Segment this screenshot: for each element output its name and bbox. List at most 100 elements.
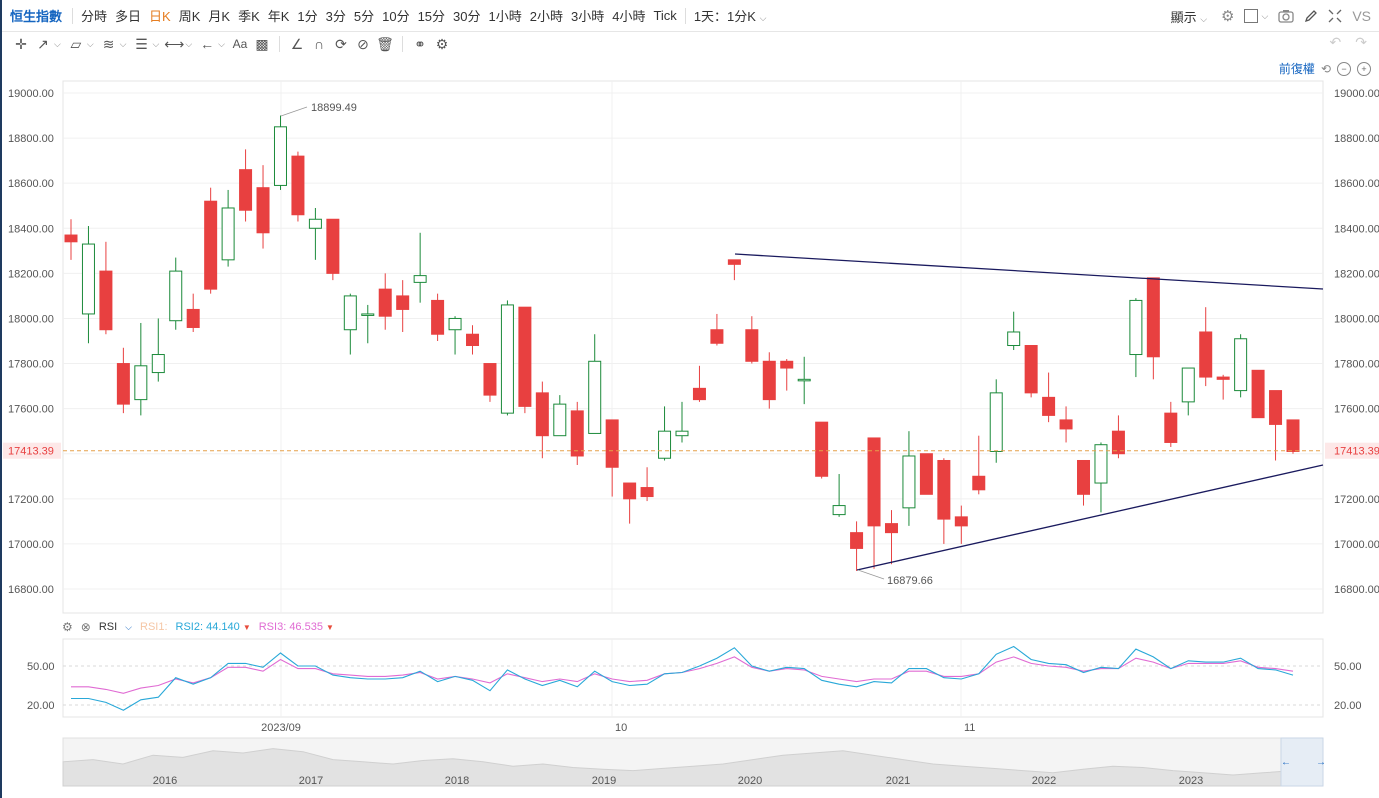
overview-year-label: 2019 [592, 775, 616, 787]
pencil-icon[interactable] [1304, 9, 1318, 23]
layout-dropdown[interactable]: ⌵ [1244, 9, 1268, 23]
measure-tool-icon[interactable]: ⟷ [164, 35, 185, 52]
y-tick-label: 17400.00 [8, 449, 54, 461]
angle-icon[interactable]: ∠ [290, 35, 304, 52]
trendline-lower [856, 464, 1324, 571]
fibonacci-tool-icon[interactable]: ☰ [135, 35, 148, 52]
chevron-down-icon[interactable]: ⌵ [125, 621, 132, 632]
period-tab[interactable]: 10分 [382, 9, 410, 24]
arrow-down-icon: ▼ [242, 623, 251, 632]
rsi2-label: RSI2: 44.140 ▼ [176, 621, 251, 633]
candle-down [692, 387, 706, 401]
interval-dropdown[interactable]: 1天：1分K ⌵ [690, 6, 771, 25]
channel-tool-icon[interactable]: ▱ [70, 35, 82, 52]
period-tab[interactable]: Tick [653, 8, 677, 23]
candle-down [1286, 419, 1300, 452]
move-crosshair-icon[interactable]: ✛ [15, 35, 27, 52]
camera-icon[interactable] [1278, 9, 1294, 23]
line-tool-icon[interactable]: ↗ [37, 35, 49, 52]
chevron-down-icon[interactable]: ⌵ [54, 38, 61, 49]
toolbar-divider [684, 7, 686, 24]
rsi3-value: 46.535 [289, 621, 323, 633]
period-tab[interactable]: 月K [208, 9, 231, 24]
settings-icon[interactable]: ⚙ [435, 35, 449, 52]
sync-icon[interactable]: ⟳ [335, 35, 347, 52]
chevron-down-icon[interactable]: ⌵ [119, 38, 127, 49]
period-tab[interactable]: 4小時 [612, 9, 646, 24]
low-price-annotation: 16879.66 [887, 575, 933, 587]
zoom-in-icon[interactable]: + [1357, 61, 1371, 76]
candle-up [989, 392, 1003, 452]
period-tab[interactable]: 30分 [453, 9, 481, 24]
y-tick-label: 18000.00 [8, 313, 54, 325]
y-tick-label: 18400.00 [1334, 223, 1379, 235]
candle-up [588, 360, 602, 434]
period-tab-active[interactable]: 日K [149, 9, 171, 24]
pattern-tool-icon[interactable]: ≋ [102, 35, 115, 52]
vs-compare-button[interactable]: VS [1352, 8, 1371, 24]
candle-down [396, 295, 410, 310]
candle-down [762, 360, 776, 401]
candle-down [1216, 376, 1230, 380]
overview-year-label: 2023 [1179, 775, 1203, 787]
high-annotation-leader [280, 106, 308, 117]
chevron-down-icon[interactable]: ⌵ [218, 38, 225, 49]
rsi-indicator-name[interactable]: RSI [98, 621, 118, 633]
rsi3-label: RSI3: 46.535 ▼ [259, 621, 334, 633]
chart-grid [62, 80, 1324, 614]
period-tab[interactable]: 年K [267, 9, 290, 24]
period-tab[interactable]: 5分 [353, 9, 375, 24]
period-tab[interactable]: 2小時 [529, 9, 563, 24]
chevron-down-icon: ⌵ [759, 13, 767, 23]
redo-icon[interactable]: ↷ [1355, 34, 1367, 50]
rsi-tick-label: 50.00 [27, 661, 55, 673]
candle-up [553, 403, 567, 437]
overview-year-label: 2021 [886, 775, 910, 787]
period-tab[interactable]: 季K [238, 9, 260, 24]
gear-icon[interactable]: ⚙ [1221, 8, 1235, 25]
arrow-tool-icon[interactable]: ← [200, 36, 215, 52]
arrow-down-icon: ▼ [326, 623, 334, 632]
comment-icon[interactable]: ▩ [255, 35, 269, 52]
period-tab[interactable]: 1分 [297, 9, 318, 24]
candle-down [1042, 396, 1056, 416]
link-icon[interactable]: ⚭ [414, 35, 426, 52]
chevron-down-icon[interactable]: ⌵ [152, 38, 160, 49]
period-tab[interactable]: 3分 [325, 9, 346, 24]
candle-up [1129, 299, 1143, 356]
period-tab[interactable]: 多日 [115, 9, 142, 24]
price-adjust-toggle[interactable]: 前復權 [1278, 62, 1315, 76]
display-dropdown[interactable]: 顯示 ⌵ [1167, 7, 1211, 26]
hide-drawings-icon[interactable]: ⊘ [357, 35, 369, 52]
candle-down [919, 453, 933, 495]
period-tab[interactable]: 15分 [417, 9, 446, 24]
period-tab[interactable]: 分時 [81, 9, 108, 24]
close-circle-icon[interactable]: ⊗ [80, 620, 91, 634]
last-price-tag-right [1325, 442, 1379, 459]
magnet-icon[interactable]: ∩ [313, 36, 324, 52]
undo-icon[interactable]: ↶ [1329, 34, 1342, 50]
reset-icon[interactable]: ⟲ [1320, 61, 1331, 76]
chevron-down-icon[interactable]: ⌵ [86, 38, 94, 49]
period-toolbar: 恒生指數 分時 多日 日K 周K 月K 季K 年K 1分 3分 5分 10分 1… [2, 0, 1379, 32]
fullscreen-icon[interactable] [1328, 9, 1342, 23]
zoom-out-icon[interactable]: − [1337, 61, 1351, 76]
y-tick-label: 18400.00 [8, 223, 54, 235]
toolbar-divider [401, 36, 403, 52]
chevron-down-icon[interactable]: ⌵ [185, 38, 193, 49]
rsi2-value: 44.140 [206, 621, 240, 633]
period-tab[interactable]: 3小時 [570, 9, 605, 24]
overview-year-label: 2020 [738, 775, 762, 787]
period-tab[interactable]: 周K [178, 9, 201, 24]
period-tab[interactable]: 1小時 [488, 9, 522, 24]
trash-icon[interactable]: 🗑 [376, 35, 394, 52]
candle-down [1164, 412, 1178, 443]
candle-down [483, 363, 497, 396]
symbol-name[interactable]: 恒生指數 [10, 9, 63, 24]
gear-icon[interactable]: ⚙ [62, 620, 73, 634]
text-tool-icon[interactable]: Aa [232, 37, 248, 51]
candle-down [378, 288, 392, 317]
candle-down [1059, 419, 1073, 430]
candle-up [169, 270, 183, 322]
